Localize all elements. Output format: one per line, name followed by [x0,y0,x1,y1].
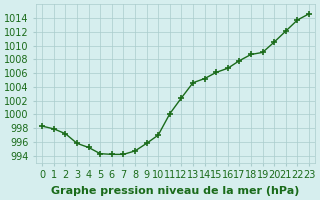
X-axis label: Graphe pression niveau de la mer (hPa): Graphe pression niveau de la mer (hPa) [52,186,300,196]
